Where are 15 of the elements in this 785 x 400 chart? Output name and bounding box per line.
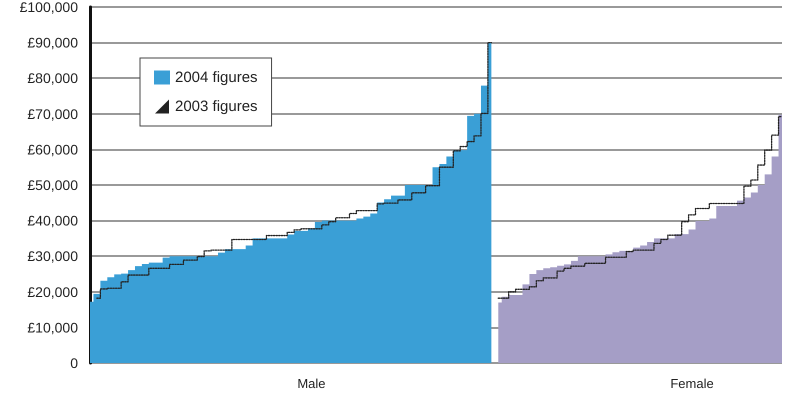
y-tick-label: £100,000 <box>20 0 78 15</box>
x-tick-label: Male <box>297 376 326 391</box>
y-tick-label: £80,000 <box>27 70 78 86</box>
y-tick-label: £40,000 <box>27 212 78 229</box>
x-tick-label: Female <box>670 376 714 391</box>
y-tick-label: £90,000 <box>27 34 78 51</box>
y-tick-label: £50,000 <box>27 177 78 193</box>
legend-label: 2004 figures <box>175 69 258 86</box>
y-tick-label: £30,000 <box>27 248 78 264</box>
y-tick-label: £20,000 <box>27 284 78 300</box>
legend-label: 2003 figures <box>175 98 258 115</box>
y-tick-label: £60,000 <box>27 141 78 158</box>
y-tick-label: £10,000 <box>27 319 78 336</box>
y-tick-label: 0 <box>70 355 78 371</box>
y-tick-label: £70,000 <box>27 106 78 122</box>
